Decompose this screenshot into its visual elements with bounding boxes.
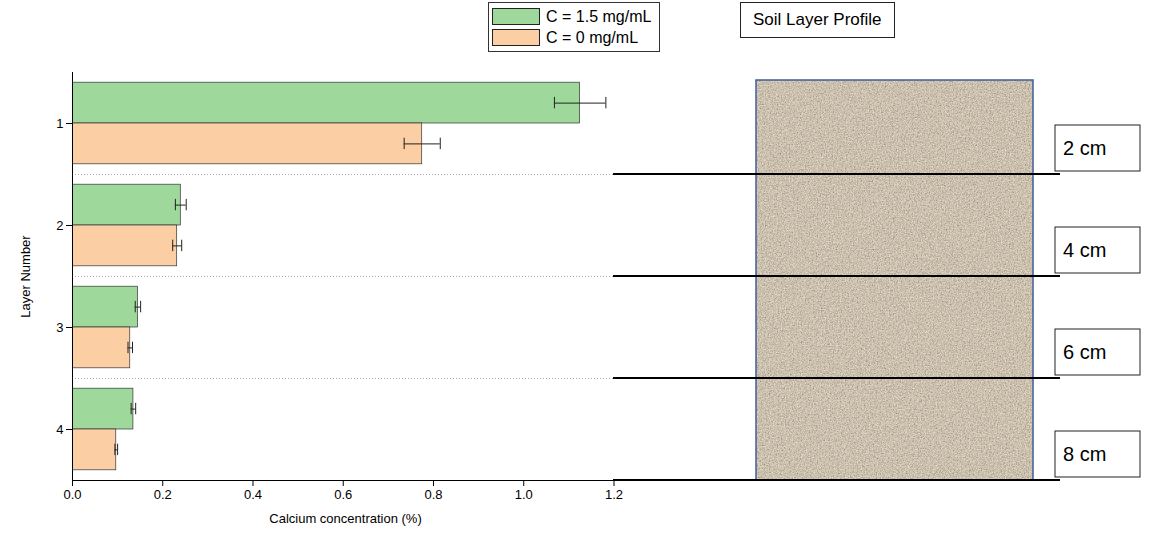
html-text:C = 0 mg/mL: C = 0 mg/mL: [546, 28, 638, 46]
html-text:Soil Layer Profile: Soil Layer Profile: [753, 10, 882, 29]
svg-text:4 cm: 4 cm: [1063, 239, 1106, 261]
svg-text:0.6: 0.6: [334, 487, 352, 502]
svg-text:6 cm: 6 cm: [1063, 341, 1106, 363]
svg-text:0.8: 0.8: [424, 487, 442, 502]
svg-text:3: 3: [56, 320, 63, 335]
svg-text:4: 4: [56, 422, 63, 437]
svg-text:1: 1: [56, 116, 63, 131]
svg-text:1.0: 1.0: [515, 487, 533, 502]
svg-text:2: 2: [56, 218, 63, 233]
svg-text:Calcium concentration (%): Calcium concentration (%): [269, 511, 421, 526]
svg-text:2 cm: 2 cm: [1063, 137, 1106, 159]
svg-text:1.2: 1.2: [605, 487, 623, 502]
html-text:C = 1.5 mg/mL: C = 1.5 mg/mL: [546, 7, 652, 25]
svg-text:0.0: 0.0: [63, 487, 81, 502]
svg-text:0.2: 0.2: [154, 487, 172, 502]
svg-text:8 cm: 8 cm: [1063, 443, 1106, 465]
svg-text:0.4: 0.4: [244, 487, 262, 502]
svg-text:Layer Number: Layer Number: [18, 235, 33, 318]
